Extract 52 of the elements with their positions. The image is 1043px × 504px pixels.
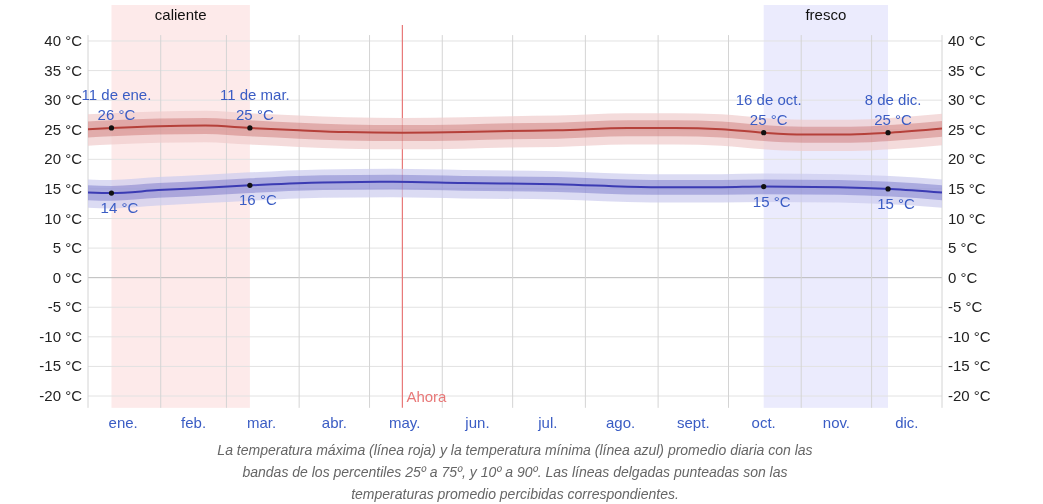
annotation: 14 °C xyxy=(100,199,139,217)
y-tick-label: 5 °C xyxy=(52,239,83,257)
y-tick-label: 40 °C xyxy=(44,32,83,49)
x-tick-label: ago. xyxy=(605,414,636,431)
annotation: 11 de ene. 26 °C xyxy=(81,85,152,123)
x-tick-label: mar. xyxy=(247,414,277,431)
y2-tick-label: 0 °C xyxy=(948,268,978,286)
y2-tick-label: -15 °C xyxy=(948,357,991,375)
x-tick-label: may. xyxy=(389,414,421,431)
y-tick-label: 30 °C xyxy=(44,91,83,109)
y2-tick-label: -10 °C xyxy=(948,327,991,345)
y-tick-label: 15 °C xyxy=(44,179,83,197)
x-tick-label: feb. xyxy=(181,414,207,431)
y2-tick-label: 5 °C xyxy=(948,239,978,257)
y2-tick-label: 40 °C xyxy=(948,32,986,49)
annotation: 16 °C xyxy=(239,191,277,209)
y-tick-label: -5 °C xyxy=(47,298,83,316)
y-tick-label: 10 °C xyxy=(44,209,83,227)
y-tick-label: 20 °C xyxy=(44,150,83,168)
x-tick-label: ene. xyxy=(108,414,138,431)
y-tick-label: 25 °C xyxy=(44,120,83,138)
band-label: caliente xyxy=(154,6,207,23)
annotation: 15 °C xyxy=(752,192,791,210)
ref-line-label: Ahora xyxy=(406,388,448,405)
x-tick-label: sept. xyxy=(677,414,710,431)
annotation: 16 de oct. 25 °C xyxy=(735,90,802,128)
line-series xyxy=(87,124,943,136)
text: La temperatura máxima (línea roja) y la temperatura mínima (línea azul) promedio diaria con las bandas de los percentiles 25º a 75º, y 10º a 90º. Las líneas delgadas punteadas son las temperaturas promedio percibidas correspondientes. xyxy=(217,442,813,502)
x-tick-label: nov. xyxy=(822,414,851,431)
y2-tick-label: -5 °C xyxy=(948,298,983,316)
x-tick-label: jun. xyxy=(464,414,490,431)
y2-tick-label: 10 °C xyxy=(948,209,986,227)
y-tick-label: 35 °C xyxy=(44,61,83,79)
x-tick-label: dic. xyxy=(895,414,919,431)
y2-tick-label: 25 °C xyxy=(948,120,986,138)
y2-tick-label: -20 °C xyxy=(948,387,991,404)
y-tick-label: -10 °C xyxy=(39,327,83,345)
x-tick-label: jul. xyxy=(537,414,558,431)
y2-tick-label: 20 °C xyxy=(948,150,986,168)
band-label: fresco xyxy=(805,6,847,23)
y-tick-label: 0 °C xyxy=(52,268,83,286)
x-tick-label: abr. xyxy=(321,414,347,431)
y-tick-label: -20 °C xyxy=(39,387,83,404)
annotation: 8 de dic. 25 °C xyxy=(864,90,922,128)
x-tick-label: oct. xyxy=(751,414,776,431)
line-series xyxy=(87,180,943,195)
y2-tick-label: 30 °C xyxy=(948,91,986,109)
annotation: 15 °C xyxy=(877,194,916,212)
y-tick-label: -15 °C xyxy=(39,357,83,375)
y2-tick-label: 15 °C xyxy=(948,179,986,197)
y2-tick-label: 35 °C xyxy=(948,61,986,79)
annotation: 11 de mar. 25 °C xyxy=(220,85,290,123)
